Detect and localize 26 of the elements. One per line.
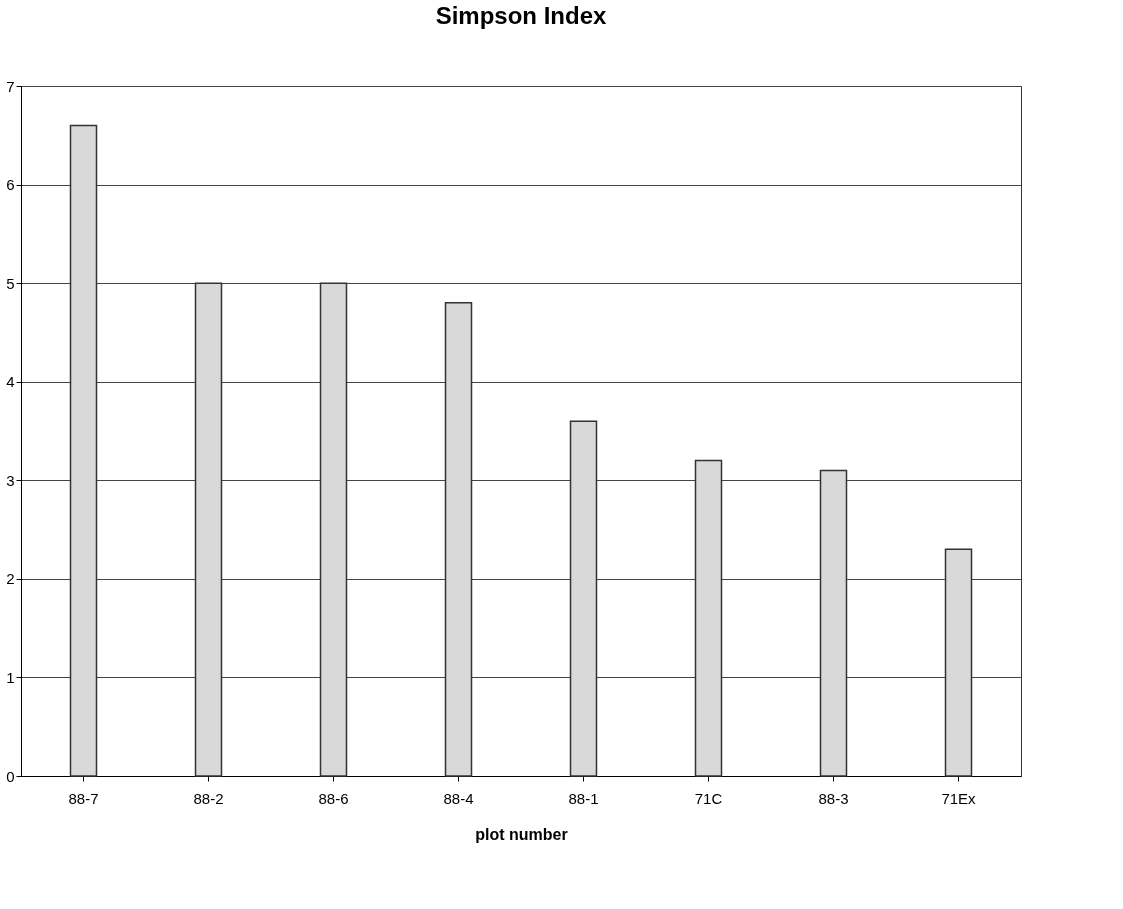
bar [444, 302, 473, 777]
y-tick-label: 1 [6, 668, 15, 686]
bar [819, 469, 848, 777]
x-axis-title: plot number [475, 825, 568, 843]
bar [944, 548, 973, 777]
y-tick-label: 3 [6, 471, 15, 489]
x-tick-label: 71Ex [941, 789, 977, 807]
y-tick-label: 0 [6, 767, 15, 785]
bar [569, 420, 598, 777]
x-tick-label: 88-3 [818, 789, 849, 807]
x-tick-label: 88-6 [318, 789, 349, 807]
y-tick-label: 2 [6, 570, 15, 588]
chart-title: Simpson Index [435, 2, 607, 29]
y-tick-label: 4 [6, 373, 15, 391]
bar [319, 282, 348, 777]
x-tick-label: 88-7 [68, 789, 99, 807]
y-tick-label: 5 [6, 274, 15, 292]
y-tick-label: 6 [6, 176, 15, 194]
x-tick-label: 71C [694, 789, 723, 807]
bar [69, 124, 98, 777]
y-tick-label: 7 [6, 77, 15, 95]
x-tick-label: 88-4 [443, 789, 474, 807]
bar [694, 459, 723, 777]
x-tick-label: 88-2 [193, 789, 224, 807]
bar [194, 282, 223, 777]
x-tick-label: 88-1 [568, 789, 599, 807]
